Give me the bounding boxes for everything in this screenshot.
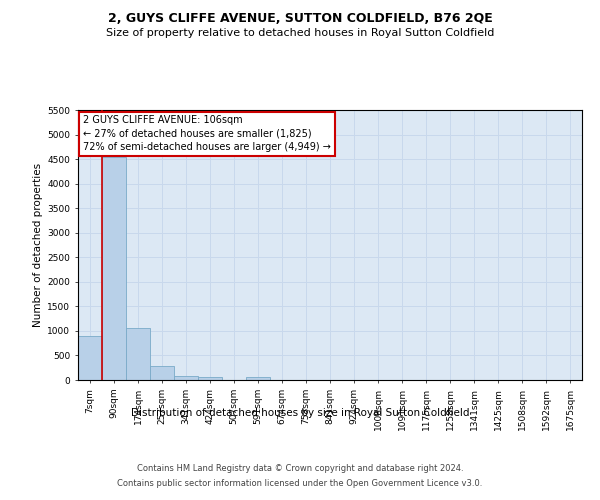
- Text: Size of property relative to detached houses in Royal Sutton Coldfield: Size of property relative to detached ho…: [106, 28, 494, 38]
- Bar: [126, 328, 150, 380]
- Text: Distribution of detached houses by size in Royal Sutton Coldfield: Distribution of detached houses by size …: [131, 408, 469, 418]
- Text: 2, GUYS CLIFFE AVENUE, SUTTON COLDFIELD, B76 2QE: 2, GUYS CLIFFE AVENUE, SUTTON COLDFIELD,…: [107, 12, 493, 26]
- Text: 2 GUYS CLIFFE AVENUE: 106sqm
← 27% of detached houses are smaller (1,825)
72% of: 2 GUYS CLIFFE AVENUE: 106sqm ← 27% of de…: [83, 116, 331, 152]
- Bar: [150, 366, 174, 380]
- Bar: [174, 376, 198, 380]
- Y-axis label: Number of detached properties: Number of detached properties: [33, 163, 43, 327]
- Text: Contains public sector information licensed under the Open Government Licence v3: Contains public sector information licen…: [118, 479, 482, 488]
- Bar: [102, 156, 126, 380]
- Text: Contains HM Land Registry data © Crown copyright and database right 2024.: Contains HM Land Registry data © Crown c…: [137, 464, 463, 473]
- Bar: [246, 378, 270, 380]
- Bar: [198, 377, 222, 380]
- Bar: [78, 336, 102, 380]
